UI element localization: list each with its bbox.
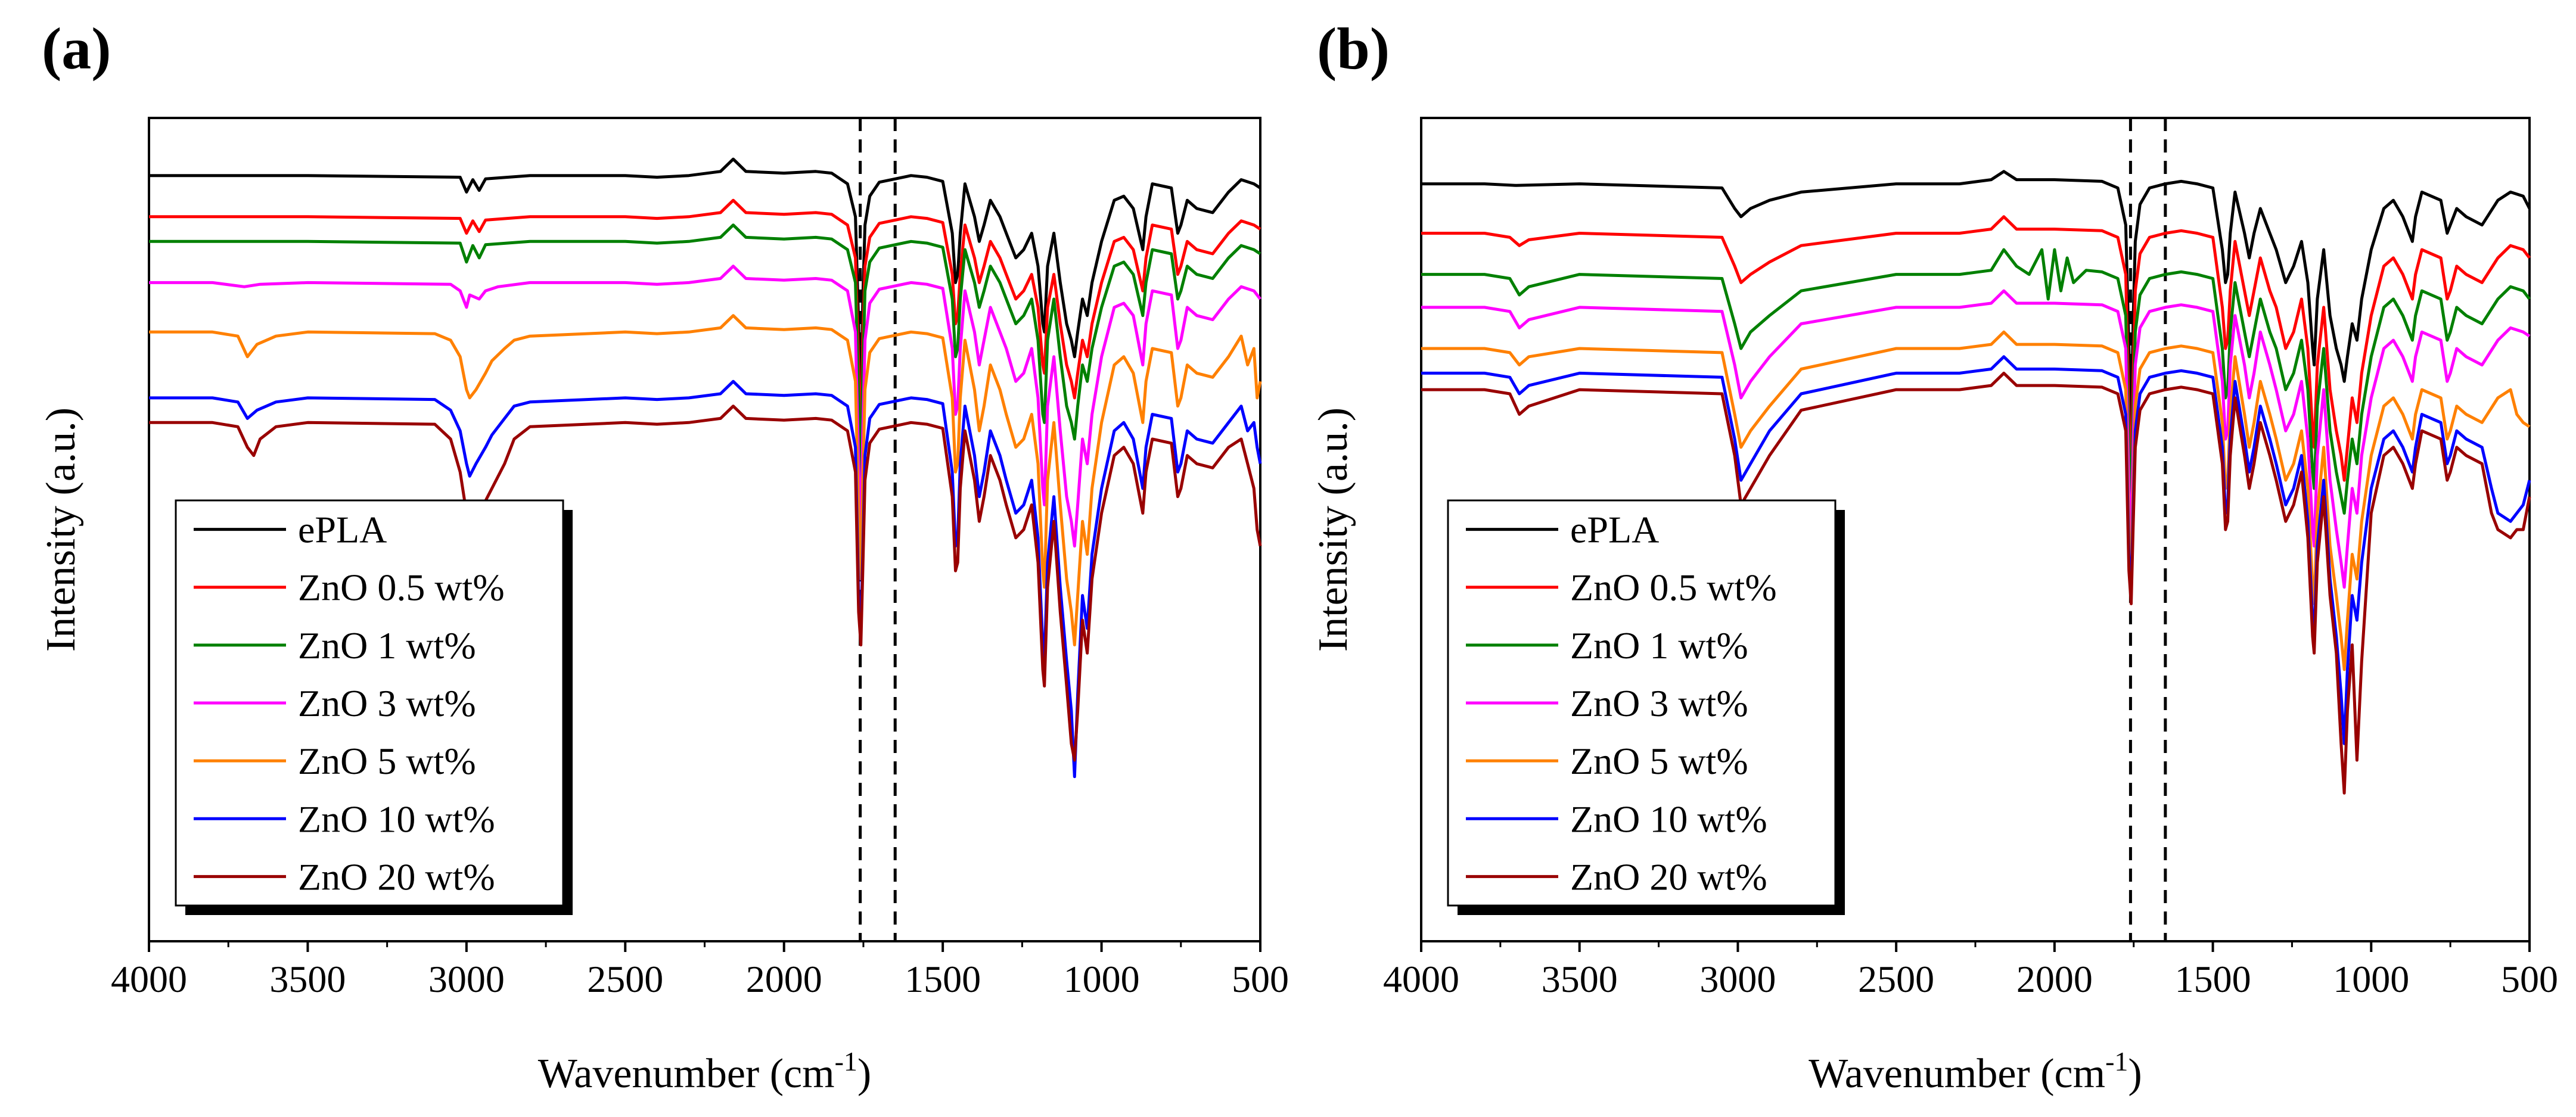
panel-a: (a) 4000 3500 3000 2500 2000 1500 1000 500 Waven… [38,15,1289,1097]
legend-label: ZnO 0.5 wt% [1570,567,1777,609]
legend-label: ZnO 3 wt% [298,682,476,724]
x-axis-title-main: Wavenumber (cm [538,1051,835,1097]
legend-label: ZnO 0.5 wt% [298,567,505,609]
series-line-epla [149,157,1261,433]
legend-label: ePLA [298,509,387,551]
panel-a-label: (a) [42,15,111,82]
legend-label: ZnO 1 wt% [1570,624,1748,667]
series-line-zno-20-wt- [1421,371,2531,795]
x-axis-title-superscript: -1 [2105,1046,2128,1076]
legend-label: ZnO 5 wt% [1570,740,1748,782]
series-line-zno-5-wt- [1421,330,2531,671]
x-axis-title: Wavenumber (cm-1) [1809,1046,2142,1097]
panel-b: (b) 4000 3500 3000 2500 2000 1500 1000 500 Waven… [1310,15,2558,1097]
legend-label: ZnO 10 wt% [298,798,495,840]
legend-label: ePLA [1570,509,1659,551]
x-tick-label: 1500 [2175,958,2251,1000]
x-tick-label: 1000 [2333,958,2409,1000]
legend-label: ZnO 10 wt% [1570,798,1767,840]
series-line-epla [1421,170,2531,433]
x-axis-title-superscript: -1 [835,1046,857,1076]
series-line-zno-1-wt- [149,223,1261,499]
series-line-zno-0-5-wt- [1421,215,2531,490]
x-tick-label: 2500 [1858,958,1934,1000]
x-tick-label: 1000 [1064,958,1140,1000]
x-tick-label: 500 [2501,958,2558,1000]
series-line-zno-3-wt- [149,265,1261,548]
x-tick-label: 4000 [111,958,187,1000]
series-line-zno-10-wt- [149,379,1262,779]
x-tick-label: 3500 [269,958,346,1000]
x-tick-label: 3000 [428,958,505,1000]
x-tick-label: 2000 [746,958,822,1000]
series-line-zno-0-5-wt- [149,198,1261,465]
legend-label: ZnO 1 wt% [298,624,476,667]
y-axis-title: Intensity (a.u.) [1310,407,1356,652]
legend-label: ZnO 3 wt% [1570,682,1748,724]
panel-b-label: (b) [1317,15,1390,82]
x-tick-label: 500 [1232,958,1289,1000]
series-line-zno-1-wt- [1421,248,2531,515]
x-axis-title-close: ) [857,1051,871,1097]
series-line-zno-10-wt- [1421,355,2531,745]
x-tick-label: 2500 [587,958,663,1000]
x-tick-label: 3000 [1699,958,1776,1000]
series-line-zno-5-wt- [149,314,1262,646]
series-line-zno-20-wt- [149,405,1262,762]
legend-label: ZnO 5 wt% [298,740,476,782]
x-tick-label: 4000 [1383,958,1459,1000]
x-axis-title: Wavenumber (cm-1) [538,1046,871,1097]
x-tick-label: 3500 [1542,958,1618,1000]
legend-label: ZnO 20 wt% [298,855,495,898]
x-tick-label: 2000 [2016,958,2093,1000]
x-axis-title-main: Wavenumber (cm [1809,1051,2105,1097]
series-line-zno-3-wt- [1421,289,2531,589]
x-axis-title-close: ) [2128,1051,2142,1097]
y-axis-title: Intensity (a.u.) [38,407,84,652]
x-tick-label: 1500 [905,958,981,1000]
legend-label: ZnO 20 wt% [1570,855,1767,898]
